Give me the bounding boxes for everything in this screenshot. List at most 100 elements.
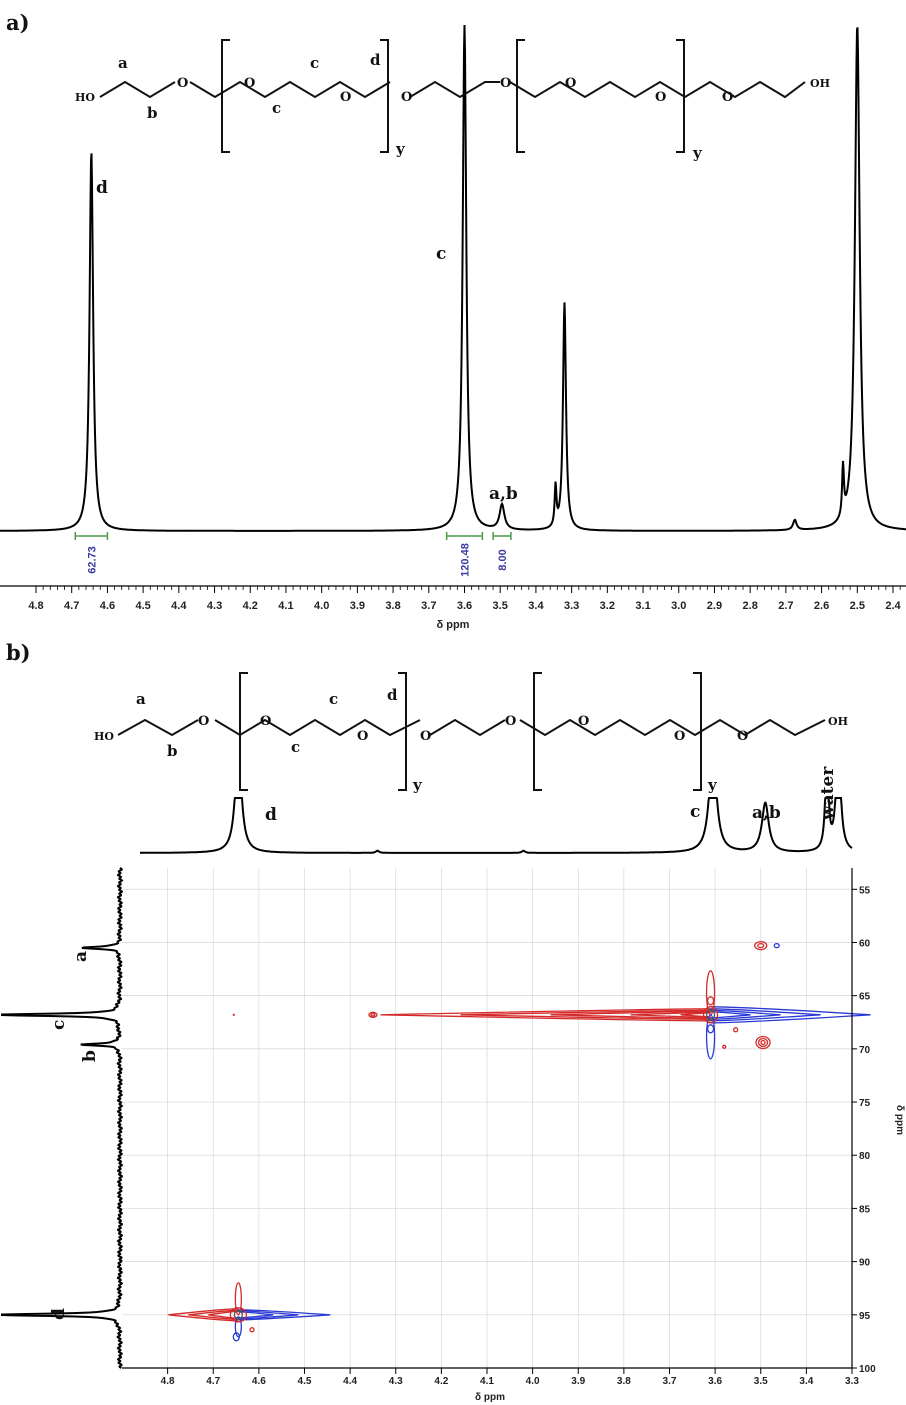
y-tick-label: 80 <box>859 1151 871 1162</box>
grid-2d <box>122 868 853 1369</box>
contour-core <box>233 1310 243 1320</box>
contour-red <box>680 1012 711 1018</box>
projection-top-trace <box>140 797 853 854</box>
contour-red <box>757 1037 769 1048</box>
integral-value: 8.00 <box>497 549 509 570</box>
struct-c: c <box>329 690 338 708</box>
y-tick-label: 65 <box>859 992 871 1003</box>
peak-label-d: d <box>96 178 108 198</box>
struct-o: O <box>177 76 188 91</box>
x-tick-label: 4.1 <box>278 600 293 612</box>
x-tick-label: 3.7 <box>421 600 436 612</box>
y-tick-label: 55 <box>859 885 871 896</box>
panel-a: a) HO O O O O O O O O OH a b c c <box>0 10 906 631</box>
struct-a: a <box>136 690 146 708</box>
x-tick-label: 2.6 <box>814 600 829 612</box>
x-tick-label: 3.4 <box>799 1376 813 1387</box>
contour-red <box>706 996 715 1006</box>
x-tick-label: 4.2 <box>243 600 258 612</box>
x-tick-label: 3.9 <box>571 1376 585 1387</box>
contour-blue <box>710 1006 871 1024</box>
side-label-a: a <box>71 951 91 962</box>
contour-red <box>208 1310 239 1319</box>
struct-a: a <box>118 54 128 72</box>
x-tick-label: 2.8 <box>743 600 758 612</box>
top-label-ab: a,b <box>752 803 781 823</box>
struct-y: y <box>707 776 718 794</box>
struct-y: y <box>412 776 423 794</box>
x-tick-label: 4.6 <box>100 600 115 612</box>
panel-b: b) HO O O O O O O O O OH a b c c <box>0 640 905 1403</box>
struct-y: y <box>395 140 406 158</box>
contours <box>168 941 871 1342</box>
contour-dot <box>232 1013 235 1016</box>
struct-o: O <box>198 714 209 729</box>
struct-o: O <box>674 729 685 744</box>
top-projection-labels: d c a,b water <box>265 766 838 825</box>
contour-blue <box>710 1008 821 1022</box>
y-tick-label: 75 <box>859 1098 871 1109</box>
x-axis-label-a: δ ppm <box>437 619 470 631</box>
x-tick-label: 4.5 <box>135 600 150 612</box>
x-tick-label: 4.4 <box>171 600 187 612</box>
contour-blue <box>705 1014 716 1060</box>
structure-b-text: HO O O O O O O O O OH a b c c d y y <box>94 686 848 794</box>
contour-blue <box>238 1309 331 1321</box>
contour-red <box>550 1010 711 1019</box>
x-ticks-b: 4.8 4.7 4.6 4.5 4.4 4.3 4.2 4.1 4.0 3.9 3.8 3.7 3.6 3… <box>161 1368 859 1387</box>
peak-labels-a: d c a,b <box>96 178 518 504</box>
x-tick-label: 3.3 <box>564 600 579 612</box>
side-projection-labels: a c b d <box>49 951 100 1320</box>
contour-red <box>760 1039 766 1046</box>
contour-core <box>705 1009 716 1021</box>
x-ticks-a: 4.8 4.7 4.6 4.5 4.4 4.3 4.2 4.1 4.0 3.9 3.8 3.7 3.6 3… <box>28 586 902 612</box>
struct-o: O <box>737 729 748 744</box>
x-tick-label: 4.4 <box>343 1376 357 1387</box>
x-tick-label: 3.9 <box>350 600 365 612</box>
contour-red <box>380 1008 711 1022</box>
hsqc-plot: 4.8 4.7 4.6 4.5 4.4 4.3 4.2 4.1 4.0 3.9 3.8 3.7 3.6 3… <box>122 868 905 1403</box>
y-tick-label: 85 <box>859 1204 871 1215</box>
struct-o: O <box>420 729 431 744</box>
x-tick-label: 3.7 <box>663 1376 677 1387</box>
y-ticks-b: 55 60 65 70 75 80 85 90 95 100 <box>852 885 876 1375</box>
projection-side-trace <box>0 867 124 1369</box>
contour-blue <box>238 1310 299 1320</box>
x-tick-label: 2.9 <box>707 600 722 612</box>
x-tick-label: 3.5 <box>754 1376 768 1387</box>
panel-b-label: b) <box>6 640 31 665</box>
x-tick-label: 4.8 <box>161 1376 175 1387</box>
y-tick-label: 60 <box>859 938 871 949</box>
contour-red <box>188 1309 239 1320</box>
y-tick-label: 100 <box>859 1364 876 1375</box>
x-tick-label: 3.8 <box>617 1376 631 1387</box>
x-tick-label: 4.3 <box>389 1376 403 1387</box>
contour-red <box>755 1035 771 1050</box>
side-label-b: b <box>80 1050 100 1062</box>
contour-blue <box>706 1024 715 1034</box>
struct-o: O <box>357 729 368 744</box>
struct-b: b <box>147 104 158 122</box>
x-tick-label: 2.7 <box>778 600 793 612</box>
contour-red <box>733 1027 739 1033</box>
struct-b: b <box>167 742 178 760</box>
y-tick-label: 70 <box>859 1045 871 1056</box>
struct-o: O <box>340 90 351 105</box>
struct-c: c <box>291 738 300 756</box>
x-tick-label: 2.5 <box>850 600 865 612</box>
struct-ho-b: HO <box>94 730 114 743</box>
contour-red <box>754 941 768 951</box>
contour-red <box>229 1307 247 1323</box>
struct-d: d <box>370 51 381 69</box>
struct-o: O <box>244 76 255 91</box>
contour-blue <box>710 1009 781 1020</box>
x-tick-label: 3.0 <box>671 600 686 612</box>
structure-a <box>99 39 806 153</box>
x-tick-label: 3.6 <box>457 600 472 612</box>
x-tick-label: 3.5 <box>493 600 508 612</box>
spectrum-a-trace <box>0 24 906 532</box>
struct-c: c <box>272 99 281 117</box>
contour-red <box>249 1327 255 1333</box>
top-label-d: d <box>265 805 277 825</box>
